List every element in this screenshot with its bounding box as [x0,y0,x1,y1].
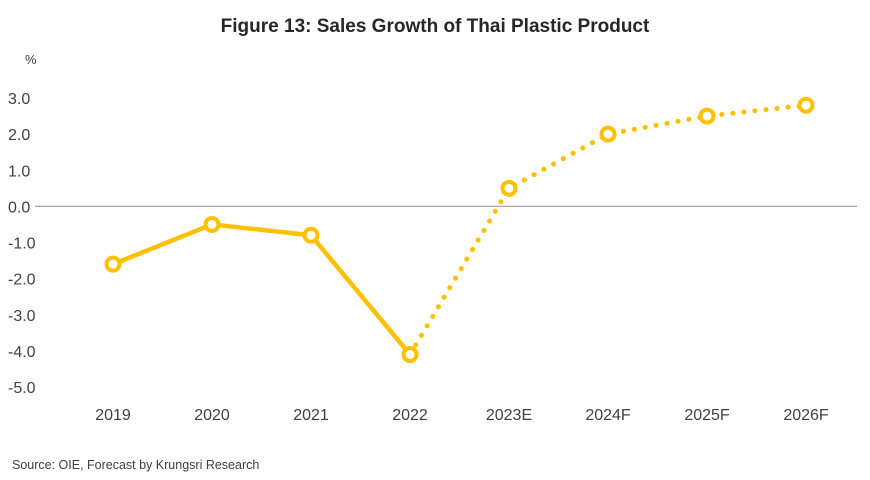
y-tick-label: 1.0 [8,163,30,180]
series-markers [104,96,815,363]
data-point-2022 [401,345,419,363]
x-tick-label: 2023E [486,407,532,424]
data-point-2025F [698,107,716,125]
data-point-2026F [797,96,815,114]
data-point-2021 [302,226,320,244]
x-tick-label: 2021 [293,407,329,424]
y-axis-ticks: 3.0 2.0 1.0 0.0 -1.0 -2.0 -3.0 -4.0 -5.0 [8,91,36,397]
x-tick-label: 2024F [585,407,631,424]
y-tick-label: -5.0 [8,380,36,397]
y-tick-label: 3.0 [8,91,30,108]
x-tick-label: 2025F [684,407,730,424]
y-tick-label: -2.0 [8,272,36,289]
x-tick-label: 2019 [95,407,131,424]
x-tick-label: 2022 [392,407,428,424]
series-lines [110,102,809,357]
actual-series-line [110,222,413,357]
data-point-2023E [500,179,518,197]
data-point-2020 [203,215,221,233]
data-point-2019 [104,255,122,273]
y-tick-label: 2.0 [8,127,30,144]
x-axis-ticks: 2019 2020 2021 2022 2023E 2024F 2025F 2026F [95,407,829,424]
x-tick-label: 2020 [194,407,230,424]
y-axis-unit-label: % [25,52,37,67]
chart-title: Figure 13: Sales Growth of Thai Plastic … [221,16,650,37]
data-point-2024F [599,125,617,143]
x-tick-label: 2026F [783,407,829,424]
y-tick-label: -3.0 [8,308,36,325]
y-tick-label: 0.0 [8,199,30,216]
y-tick-label: -1.0 [8,236,36,253]
source-note: Source: OIE, Forecast by Krungsri Resear… [12,458,259,472]
y-tick-label: -4.0 [8,344,36,361]
